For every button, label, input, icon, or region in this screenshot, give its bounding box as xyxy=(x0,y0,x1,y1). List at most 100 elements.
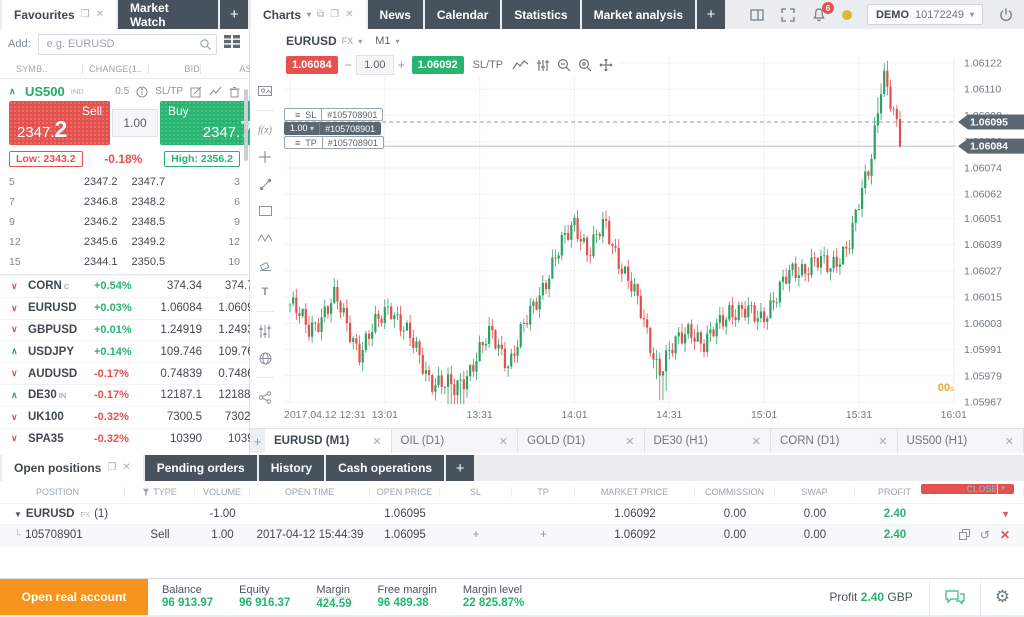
info-icon[interactable] xyxy=(136,86,148,98)
zoom-in-icon[interactable] xyxy=(578,58,592,72)
close-icon[interactable]: ✕ xyxy=(122,462,131,473)
col-open-price[interactable]: OPEN PRICE xyxy=(370,487,440,497)
symbol-bid[interactable]: 10390 xyxy=(170,432,202,445)
chart-tab[interactable]: US500 (H1) ✕ xyxy=(897,429,1024,453)
eraser-tool-icon[interactable] xyxy=(256,257,274,273)
col-commission[interactable]: COMMISSION xyxy=(695,487,775,497)
chevron-down-icon[interactable]: ▾ xyxy=(395,36,400,46)
tab-news[interactable]: News xyxy=(367,0,423,29)
tab-statistics[interactable]: Statistics xyxy=(502,0,580,29)
close-icon[interactable]: ✕ xyxy=(751,435,761,448)
dom-bid-price[interactable]: 2346.2 xyxy=(83,215,118,228)
sl-line-pill[interactable]: ≡ SL #105708901 xyxy=(284,108,384,122)
dom-row[interactable]: 7 2346.8 2348.2 6 xyxy=(9,192,240,212)
fullscreen-icon[interactable] xyxy=(780,7,796,23)
zoom-out-icon[interactable] xyxy=(557,58,571,72)
maximize-icon[interactable]: ❒ xyxy=(330,8,340,20)
watchlist-row[interactable]: ∨ EURUSD +0.03% 1.06084 1.06092 xyxy=(0,296,260,319)
collapse-group-icon[interactable]: ▼ xyxy=(14,509,22,519)
symbol-bid[interactable]: 374.34 xyxy=(166,280,202,293)
close-all-button[interactable]: CLOSE ▾ xyxy=(921,484,1014,494)
dom-ask-price[interactable]: 2348.5 xyxy=(131,215,166,228)
close-icon[interactable]: ✕ xyxy=(345,8,354,20)
text-tool-icon[interactable]: T xyxy=(261,286,269,298)
tab-favourites[interactable]: Favourites ❒ ✕ xyxy=(2,0,117,29)
dom-ask-price[interactable]: 2350.5 xyxy=(131,255,166,268)
account-selector[interactable]: DEMO 10172249 ▾ xyxy=(867,4,983,25)
col-swap[interactable]: SWAP xyxy=(775,487,855,497)
watchlist-row[interactable]: ∨ AUDUSD -0.17% 0.74839 0.74860 xyxy=(0,362,260,384)
trend-chevron-icon[interactable]: ∨ xyxy=(11,324,18,335)
network-tool-icon[interactable] xyxy=(256,350,274,366)
open-real-account-button[interactable]: Open real account xyxy=(0,579,148,615)
tab-open-positions[interactable]: Open positions ❒ ✕ xyxy=(2,455,143,481)
chart-tab[interactable]: CORN (D1) ✕ xyxy=(771,429,898,453)
chevron-down-icon[interactable]: ▾ xyxy=(358,36,363,46)
chat-support-icon[interactable] xyxy=(930,579,980,615)
trend-chevron-icon[interactable]: ∨ xyxy=(11,302,18,313)
col-open-time[interactable]: OPEN TIME xyxy=(250,487,370,497)
sidebar-scrollbar[interactable] xyxy=(244,89,248,161)
pan-crosshair-icon[interactable] xyxy=(599,58,613,72)
featured-symbol[interactable]: US500 xyxy=(25,84,65,99)
symbol-bid[interactable]: 109.746 xyxy=(160,345,202,358)
symbol-bid[interactable]: 7300.5 xyxy=(166,411,202,424)
dom-bid-price[interactable]: 2346.8 xyxy=(83,195,118,208)
chart-tab[interactable]: EURUSD (M1) ✕ xyxy=(265,429,392,453)
indicators-icon[interactable] xyxy=(536,59,550,72)
close-icon[interactable]: ✕ xyxy=(95,8,105,20)
tab-history[interactable]: History xyxy=(258,455,325,481)
symbol-search-input[interactable] xyxy=(37,33,217,55)
dom-ask-price[interactable]: 2347.7 xyxy=(131,175,166,188)
col-volume[interactable]: VOLUME xyxy=(195,487,250,497)
trend-chevron-icon[interactable]: ∧ xyxy=(11,346,18,357)
add-workspace-tab-button[interactable]: + xyxy=(697,0,725,29)
dom-row[interactable]: 15 2344.1 2350.5 10 xyxy=(9,252,240,272)
close-icon[interactable]: ✕ xyxy=(372,435,382,448)
symbol-ask[interactable]: 0.74860 xyxy=(218,367,260,380)
position-group-row[interactable]: ▼ EURUSD FX (1) -1.00 1.06095 1.06092 0.… xyxy=(0,504,1024,525)
chart-buy-price-button[interactable]: 1.06092 xyxy=(411,56,464,74)
watchlist-row[interactable]: ∨ SPA35 -0.32% 10390 10399 xyxy=(0,427,260,450)
col-bid[interactable]: BID xyxy=(148,63,200,74)
dom-row[interactable]: 12 2345.6 2349.2 12 xyxy=(9,232,240,252)
dom-ask-price[interactable]: 2348.2 xyxy=(131,195,166,208)
chart-tab[interactable]: OIL (D1) ✕ xyxy=(391,429,518,453)
tab-market-analysis[interactable]: Market analysis xyxy=(581,0,695,29)
chart-tab[interactable]: GOLD (D1) ✕ xyxy=(518,429,645,453)
tab-pending-orders[interactable]: Pending orders xyxy=(144,455,257,481)
price-chart[interactable]: 1.061221.061101.060981.060861.060741.060… xyxy=(280,29,1024,425)
col-market-price[interactable]: MARKET PRICE xyxy=(575,487,695,497)
add-chart-tab-button[interactable]: + xyxy=(253,433,262,449)
trend-line-tool-icon[interactable] xyxy=(256,176,274,192)
col-symbol[interactable]: SYMB.. xyxy=(16,63,48,74)
chevron-down-icon[interactable]: ▾ xyxy=(307,10,312,19)
col-tp[interactable]: TP xyxy=(512,487,575,497)
settings-gear-icon[interactable]: ⚙ xyxy=(994,587,1010,606)
trend-chevron-icon[interactable]: ∨ xyxy=(11,433,18,444)
close-icon[interactable]: ✕ xyxy=(625,435,635,448)
close-icon[interactable]: ✕ xyxy=(1004,435,1014,448)
trend-chevron-icon[interactable]: ∨ xyxy=(11,411,18,422)
indicators-tool-icon[interactable] xyxy=(256,323,274,339)
chart-volume-input[interactable]: 1.00 xyxy=(355,55,394,75)
col-ask[interactable]: ASK xyxy=(200,63,258,74)
logout-power-icon[interactable] xyxy=(998,7,1014,23)
chart-symbol[interactable]: EURUSD xyxy=(286,34,337,48)
view-mode-grid-icon[interactable] xyxy=(224,35,241,53)
tab-charts[interactable]: Charts ▾ ⧉ ❒ ✕ xyxy=(251,0,366,29)
maximize-icon[interactable]: ❒ xyxy=(107,462,117,473)
add-tp-button[interactable]: + xyxy=(540,529,547,541)
snapshot-tool-icon[interactable] xyxy=(256,83,274,99)
trend-chevron-icon[interactable]: ∨ xyxy=(11,368,18,379)
add-positions-tab-button[interactable]: + xyxy=(446,455,475,481)
collapse-chevron-icon[interactable]: ∧ xyxy=(9,86,16,96)
symbol-bid[interactable]: 1.24919 xyxy=(160,323,202,336)
watchlist-row[interactable]: ∨ GBPUSD +0.01% 1.24919 1.24935 xyxy=(0,318,260,341)
share-tool-icon[interactable] xyxy=(256,389,274,405)
position-detail-row[interactable]: └ 105708901 Sell 1.00 2017-04-12 15:44:3… xyxy=(0,525,1024,546)
sell-button[interactable]: Sell 2347.2 xyxy=(9,101,110,145)
dom-bid-price[interactable]: 2344.1 xyxy=(83,255,118,268)
dom-row[interactable]: 9 2346.2 2348.5 9 xyxy=(9,212,240,232)
close-icon[interactable]: ✕ xyxy=(878,435,888,448)
